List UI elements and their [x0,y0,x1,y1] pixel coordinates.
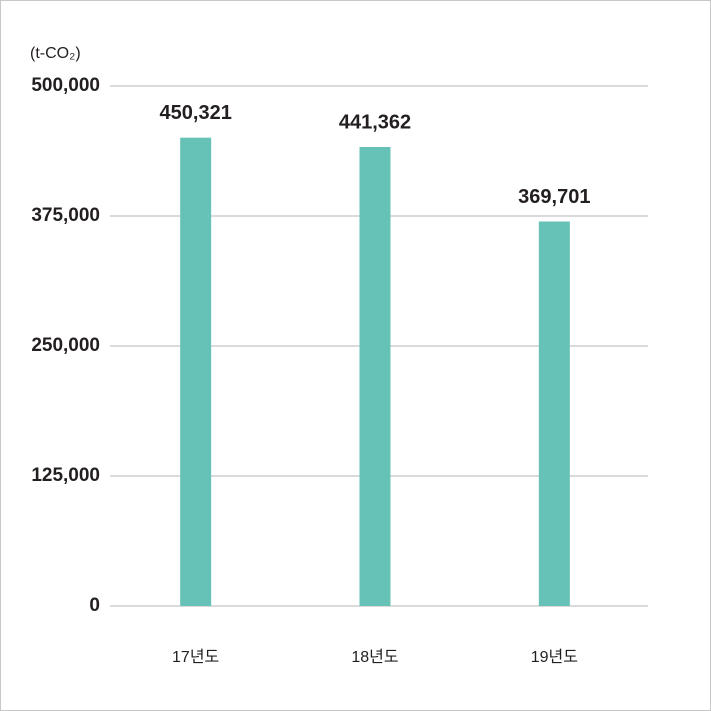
y-tick-label: 250,000 [31,335,100,356]
value-label: 369,701 [518,186,590,208]
x-tick-label: 17년도 [172,648,219,666]
x-tick-label: 18년도 [351,648,398,666]
x-tick-label: 19년도 [531,648,578,666]
bar [538,221,570,606]
bar [359,146,391,606]
bar [180,137,212,607]
y-tick-label: 375,000 [31,205,100,226]
value-label: 450,321 [160,102,232,124]
y-tick-label: 0 [89,595,100,616]
y-tick-label: 500,000 [31,75,100,96]
y-axis-label: (t-CO₂) [30,45,81,62]
y-tick-label: 125,000 [31,465,100,486]
value-label: 441,362 [339,111,411,133]
